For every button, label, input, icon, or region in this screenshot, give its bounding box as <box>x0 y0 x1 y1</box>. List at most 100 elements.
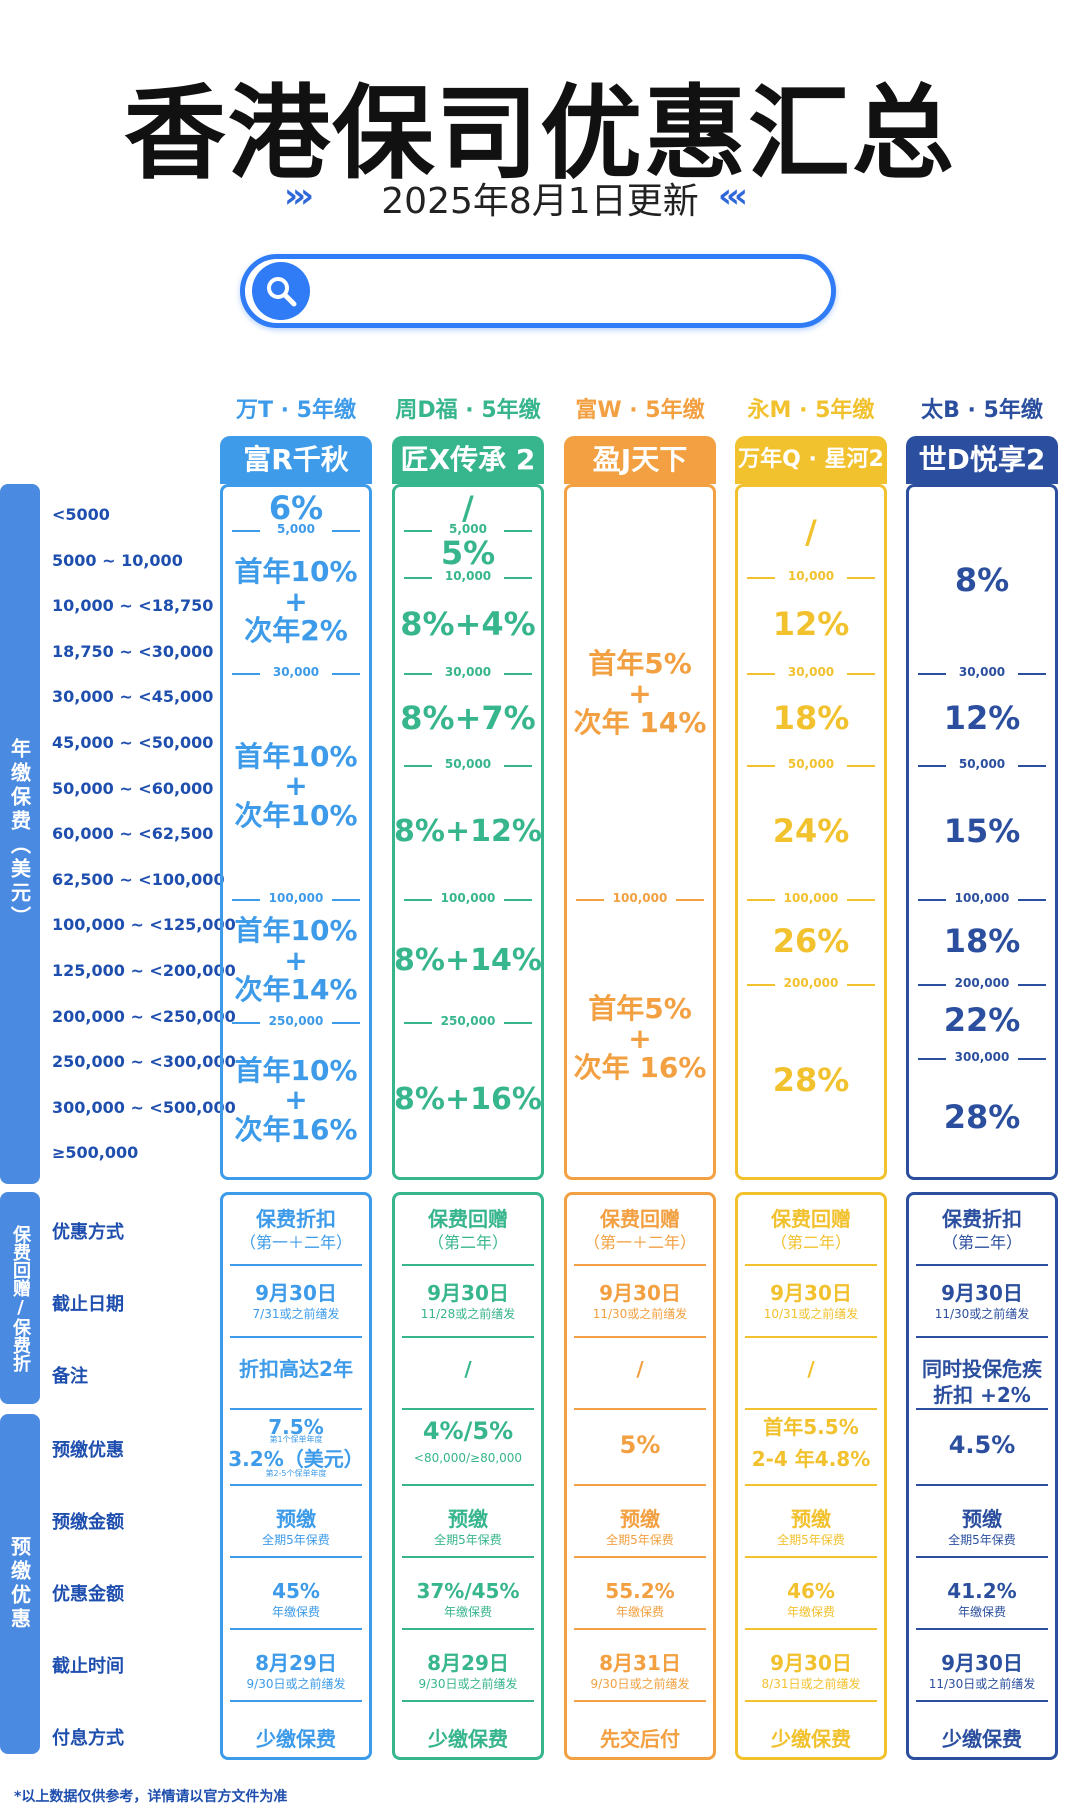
row-divider <box>574 1700 706 1702</box>
prepay-discount: 4.5% <box>948 1431 1016 1459</box>
premium-range-label: 10,000 ~ <18,750 <box>52 596 214 616</box>
deadline-note: 11/30或之前缮发 <box>592 1307 688 1321</box>
cutoff-time: 8月29日 <box>255 1651 337 1675</box>
prepay-discount-note: 第1个保单年度 <box>269 1435 323 1444</box>
discount-amount-note: 年缴保费 <box>786 1605 835 1619</box>
row-divider <box>916 1556 1048 1558</box>
deadline-note: 11/28或之前缮发 <box>420 1307 516 1321</box>
discount-rate: 8%+12% <box>394 814 542 850</box>
prepay-amount: 预缴 <box>620 1507 660 1531</box>
discount-method: 保费回赠 <box>600 1207 680 1231</box>
discount-rate: 18% <box>772 699 850 738</box>
tier-threshold: 100,000 <box>946 891 1018 905</box>
discount-rate: 18% <box>943 921 1021 960</box>
deadline: 9月30日 <box>941 1281 1023 1305</box>
row-divider <box>402 1408 534 1410</box>
premium-range-label: 30,000 ~ <45,000 <box>52 687 214 707</box>
detail-row-label: 截止日期 <box>52 1294 124 1315</box>
cutoff-time-note: 9/30日或之前缮发 <box>246 1677 346 1691</box>
premium-tier-box <box>220 484 372 1180</box>
row-divider <box>402 1484 534 1486</box>
discount-method-note: （第二年） <box>941 1233 1022 1252</box>
company-header: 万T · 5年缴 <box>236 398 356 423</box>
row-divider <box>402 1336 534 1338</box>
discount-amount: 45% <box>272 1579 320 1603</box>
discount-amount: 46% <box>787 1579 835 1603</box>
row-divider <box>916 1264 1048 1266</box>
discount-rate: 首年10% + 次年14% <box>234 914 358 1007</box>
discount-method-note: （第一＋二年） <box>583 1233 696 1252</box>
premium-range-label: ≥500,000 <box>52 1143 139 1163</box>
tier-threshold: 10,000 <box>432 569 504 583</box>
discount-amount-note: 年缴保费 <box>443 1605 492 1619</box>
search-input[interactable] <box>240 254 836 328</box>
discount-rate: 15% <box>943 812 1021 851</box>
prepay-amount-note: 全期5年保费 <box>948 1533 1016 1547</box>
product-name[interactable]: 万年Q · 星河2 <box>735 436 887 484</box>
product-name[interactable]: 盈J天下 <box>564 436 716 484</box>
detail-row-label: 截止时间 <box>52 1656 124 1677</box>
tier-threshold: 5,000 <box>432 522 504 536</box>
row-divider <box>230 1484 362 1486</box>
row-divider <box>230 1264 362 1266</box>
prepay-discount-2: 2-4 年4.8% <box>751 1447 871 1471</box>
company-header: 周D福 · 5年缴 <box>395 398 541 423</box>
detail-row-label: 预缴优惠 <box>52 1440 124 1461</box>
premium-range-label: <5000 <box>52 505 110 524</box>
search-icon[interactable] <box>252 262 310 320</box>
premium-range-label: 100,000 ~ <125,000 <box>52 915 236 935</box>
detail-row-label: 优惠金额 <box>52 1584 124 1605</box>
offer-detail-box <box>906 1192 1058 1760</box>
row-divider <box>574 1408 706 1410</box>
premium-range-label: 62,500 ~ <100,000 <box>52 869 225 889</box>
discount-method-note: （第二年） <box>770 1233 851 1252</box>
detail-row-label: 优惠方式 <box>52 1222 124 1243</box>
prepay-amount: 预缴 <box>448 1507 488 1531</box>
tier-threshold: 30,000 <box>260 665 332 679</box>
discount-rate: 首年5% + 次年 16% <box>573 992 707 1085</box>
prepay-amount: 预缴 <box>962 1507 1002 1531</box>
premium-range-label: 50,000 ~ <60,000 <box>52 778 214 798</box>
product-name[interactable]: 富R千秋 <box>220 436 372 484</box>
tier-threshold: 300,000 <box>946 1050 1018 1064</box>
prepay-discount: 7.5% <box>268 1415 324 1439</box>
row-divider <box>916 1336 1048 1338</box>
tier-threshold: 100,000 <box>260 891 332 905</box>
discount-method: 保费折扣 <box>942 1207 1022 1231</box>
tier-threshold: 250,000 <box>260 1014 332 1028</box>
interest-method: 少缴保费 <box>256 1727 336 1751</box>
product-name[interactable]: 世D悦享2 <box>906 436 1058 484</box>
discount-rate: 6% <box>268 489 324 528</box>
tier-threshold: 50,000 <box>775 757 847 771</box>
cutoff-time-note: 9/30日或之前缮发 <box>590 1677 690 1691</box>
row-divider <box>574 1336 706 1338</box>
discount-rate: 12% <box>772 605 850 644</box>
tier-threshold: 100,000 <box>604 891 676 905</box>
company-header: 永M · 5年缴 <box>747 398 875 423</box>
remark: / <box>807 1357 815 1381</box>
discount-method-note: （第二年） <box>427 1233 508 1252</box>
tier-threshold: 50,000 <box>946 757 1018 771</box>
prepay-amount-note: 全期5年保费 <box>606 1533 674 1547</box>
discount-amount-note: 年缴保费 <box>615 1605 664 1619</box>
row-divider <box>574 1484 706 1486</box>
row-divider <box>230 1408 362 1410</box>
premium-range-label: 60,000 ~ <62,500 <box>52 824 214 844</box>
prepay-discount: 5% <box>619 1431 661 1459</box>
cutoff-time: 9月30日 <box>770 1651 852 1675</box>
tier-threshold: 10,000 <box>775 569 847 583</box>
offer-detail-box <box>220 1192 372 1760</box>
row-divider <box>574 1556 706 1558</box>
discount-rate: 首年10% + 次年2% <box>234 555 358 648</box>
discount-rate: 28% <box>772 1061 850 1100</box>
row-divider <box>230 1628 362 1630</box>
row-divider <box>402 1264 534 1266</box>
cutoff-time-note: 8/31日或之前缮发 <box>761 1677 861 1691</box>
product-name[interactable]: 匠X传承 2 <box>392 436 544 484</box>
company-header: 太B · 5年缴 <box>921 398 1043 423</box>
row-divider <box>916 1408 1048 1410</box>
offer-detail-box <box>564 1192 716 1760</box>
rebate-section-label: 保费回赠/保费折 <box>0 1192 40 1404</box>
interest-method: 少缴保费 <box>771 1727 851 1751</box>
prepay-amount: 预缴 <box>791 1507 831 1531</box>
